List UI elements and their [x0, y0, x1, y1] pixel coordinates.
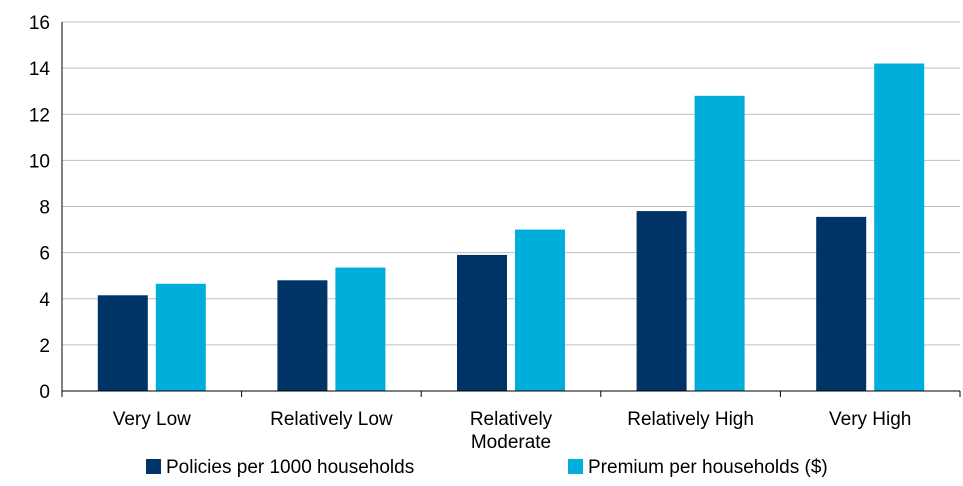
y-axis-ticks: 0 2 4 6 8 10 12 14 16	[29, 13, 51, 403]
legend: Policies per 1000 households Premium per …	[146, 457, 828, 478]
gridlines	[61, 21, 960, 391]
y-tick-label: 6	[39, 244, 50, 265]
y-tick-label: 10	[29, 151, 50, 172]
y-tick-label: 12	[29, 105, 50, 126]
legend-label-premium: Premium per households ($)	[588, 457, 828, 478]
legend-label-policies: Policies per 1000 households	[166, 457, 414, 478]
bar-premium-1	[335, 267, 386, 391]
x-category-label: Moderate	[471, 432, 551, 453]
category-labels: Very Low Relatively Low RelativelyModerate…	[113, 409, 912, 453]
y-tick-label: 2	[39, 336, 50, 357]
bar-policies-3	[636, 211, 687, 391]
y-tick-label: 8	[39, 198, 50, 219]
bar-policies-2	[457, 254, 507, 391]
bar-policies-4	[816, 216, 867, 391]
x-category-label: Relatively Low	[270, 409, 393, 430]
bar-premium-3	[694, 95, 745, 392]
y-tick-label: 4	[39, 290, 50, 311]
x-category-label: Relatively	[470, 409, 553, 430]
bar-policies-1	[277, 280, 328, 391]
x-category-label: Very High	[829, 409, 911, 430]
y-tick-label: 16	[29, 13, 50, 34]
x-category-label: Very Low	[113, 409, 191, 430]
bar-premium-4	[874, 63, 925, 391]
y-tick-label: 0	[39, 382, 50, 403]
bar-policies-0	[97, 295, 148, 391]
bar-premium-2	[515, 229, 565, 391]
bars	[97, 63, 925, 392]
x-category-label: Relatively High	[627, 409, 754, 430]
legend-swatch-premium	[568, 459, 583, 474]
legend-swatch-policies	[146, 459, 161, 474]
bar-premium-0	[155, 283, 206, 391]
y-tick-label: 14	[29, 59, 51, 80]
x-axis	[61, 390, 961, 397]
